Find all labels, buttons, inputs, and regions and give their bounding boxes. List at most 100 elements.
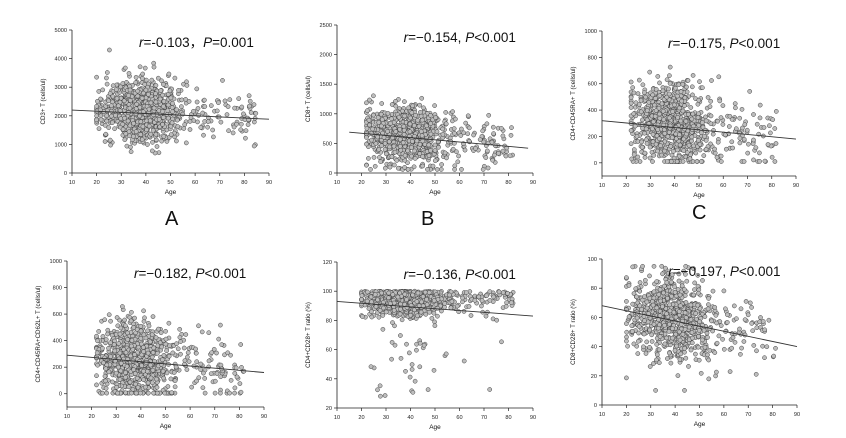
scatter-point: [161, 115, 165, 119]
scatter-point: [403, 369, 407, 373]
scatter-point: [105, 391, 109, 395]
scatter-point: [157, 151, 161, 155]
scatter-point: [398, 137, 402, 141]
scatter-point: [754, 146, 758, 150]
x-tick-label: 70: [212, 414, 218, 420]
scatter-point: [413, 156, 417, 160]
scatter-point: [114, 88, 118, 92]
scatter-point: [413, 379, 417, 383]
scatter-point: [216, 101, 220, 105]
scatter-point: [136, 94, 140, 98]
scatter-point: [377, 148, 381, 152]
scatter-point: [703, 115, 707, 119]
scatter-point: [151, 128, 155, 132]
x-tick-label: 80: [505, 415, 511, 421]
scatter-point: [624, 299, 628, 303]
scatter-point: [657, 112, 661, 116]
scatter-point: [501, 134, 505, 138]
scatter-point: [771, 118, 775, 122]
scatter-point: [636, 139, 640, 143]
scatter-point: [466, 114, 470, 118]
scatter-point: [376, 135, 380, 139]
scatter-point: [416, 118, 420, 122]
y-tick-label: 80: [326, 318, 332, 324]
scatter-point: [430, 316, 434, 320]
scatter-point: [210, 351, 214, 355]
y-tick-label: 2000: [55, 114, 67, 120]
scatter-point: [215, 372, 219, 376]
scatter-point: [247, 104, 251, 108]
x-tick-label: 50: [162, 414, 168, 420]
scatter-point: [661, 109, 665, 113]
scatter-point: [433, 324, 437, 328]
r-value: =−0.182,: [138, 266, 195, 281]
scatter-point: [97, 127, 101, 131]
y-tick-label: 1000: [50, 259, 62, 265]
scatter-point: [415, 299, 419, 303]
scatter-point: [419, 130, 423, 134]
scatter-point: [394, 104, 398, 108]
scatter-point: [383, 166, 387, 170]
scatter-point: [162, 99, 166, 103]
scatter-point: [149, 101, 153, 105]
scatter-point: [644, 351, 648, 355]
scatter-point: [774, 109, 778, 113]
scatter-point: [143, 66, 147, 70]
r-value: =−0.175,: [672, 36, 729, 51]
p-value: <0.001: [739, 36, 781, 51]
scatter-point: [203, 391, 207, 395]
scatter-point: [748, 89, 752, 93]
scatter-point: [121, 81, 125, 85]
scatter-point: [367, 307, 371, 311]
scatter-point: [194, 347, 198, 351]
scatter-point: [659, 153, 663, 157]
scatter-point: [734, 127, 738, 131]
scatter-point: [426, 388, 430, 392]
scatter-point: [738, 136, 742, 140]
scatter-point: [154, 100, 158, 104]
scatter-point: [116, 104, 120, 108]
scatter-point: [420, 118, 424, 122]
scatter-point: [121, 127, 125, 131]
scatter-point: [436, 306, 440, 310]
scatter-point: [114, 371, 118, 375]
scatter-point: [696, 102, 700, 106]
scatter-point: [665, 159, 669, 163]
scatter-point: [740, 126, 744, 130]
scatter-point: [148, 340, 152, 344]
y-tick-label: 4000: [55, 57, 67, 63]
scatter-point: [453, 117, 457, 121]
scatter-point: [207, 331, 211, 335]
scatter-point: [488, 290, 492, 294]
scatter-point: [132, 121, 136, 125]
scatter-point: [375, 388, 379, 392]
scatter-point: [115, 315, 119, 319]
scatter-point: [161, 93, 165, 97]
scatter-point: [644, 127, 648, 131]
scatter-point: [170, 106, 174, 110]
scatter-point: [115, 96, 119, 100]
x-tick-label: 80: [241, 180, 247, 186]
scatter-point: [119, 369, 123, 373]
x-tick-label: 70: [217, 180, 223, 186]
scatter-point: [369, 365, 373, 369]
scatter-point: [118, 377, 122, 381]
scatter-point: [491, 158, 495, 162]
scatter-point: [195, 100, 199, 104]
scatter-point: [425, 303, 429, 307]
x-tick-label: 10: [334, 180, 340, 186]
scatter-point: [239, 365, 243, 369]
scatter-point: [755, 122, 759, 126]
scatter-point: [201, 386, 205, 390]
scatter-point: [450, 299, 454, 303]
y-tick-label: 120: [323, 260, 332, 266]
scatter-point: [135, 102, 139, 106]
scatter-point: [152, 106, 156, 110]
x-tick-label: 70: [744, 183, 750, 189]
scatter-point: [143, 82, 147, 86]
scatter-point: [654, 142, 658, 146]
scatter-point: [188, 119, 192, 123]
scatter-point: [681, 82, 685, 86]
scatter-point: [202, 98, 206, 102]
scatter-point: [387, 291, 391, 295]
